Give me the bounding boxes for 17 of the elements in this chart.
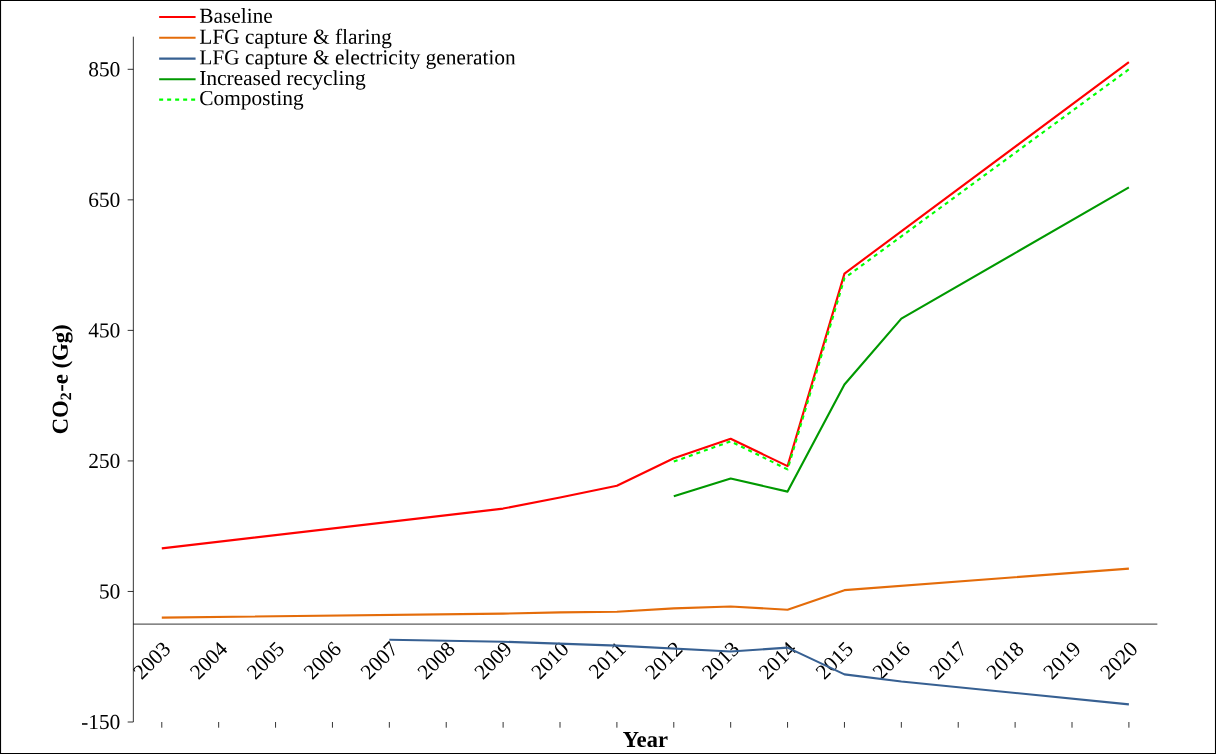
line-series [672, 68, 1130, 471]
legend-label: Baseline [199, 8, 273, 24]
y-tick-label: 650 [89, 192, 120, 208]
legend-label: Increased recycling [200, 70, 366, 90]
x-tick-label: 2011 [588, 643, 627, 680]
y-tick-label: -150 [81, 714, 120, 730]
legend-label: Composting [200, 90, 304, 110]
y-tick-label: 850 [89, 62, 120, 77]
legend-label: LFG capture & electricity generation [199, 49, 516, 69]
y-tick-label: 250 [89, 453, 120, 469]
y-tick-label: 450 [88, 323, 120, 338]
y-tick-label: 50 [100, 584, 120, 599]
x-axis-title: Year [623, 732, 668, 748]
line-series [160, 567, 1130, 619]
legend-label: LFG capture & flaring [199, 28, 392, 49]
line-series [672, 186, 1130, 498]
text: CO$_{2}$-e (Gg) [51, 325, 73, 434]
